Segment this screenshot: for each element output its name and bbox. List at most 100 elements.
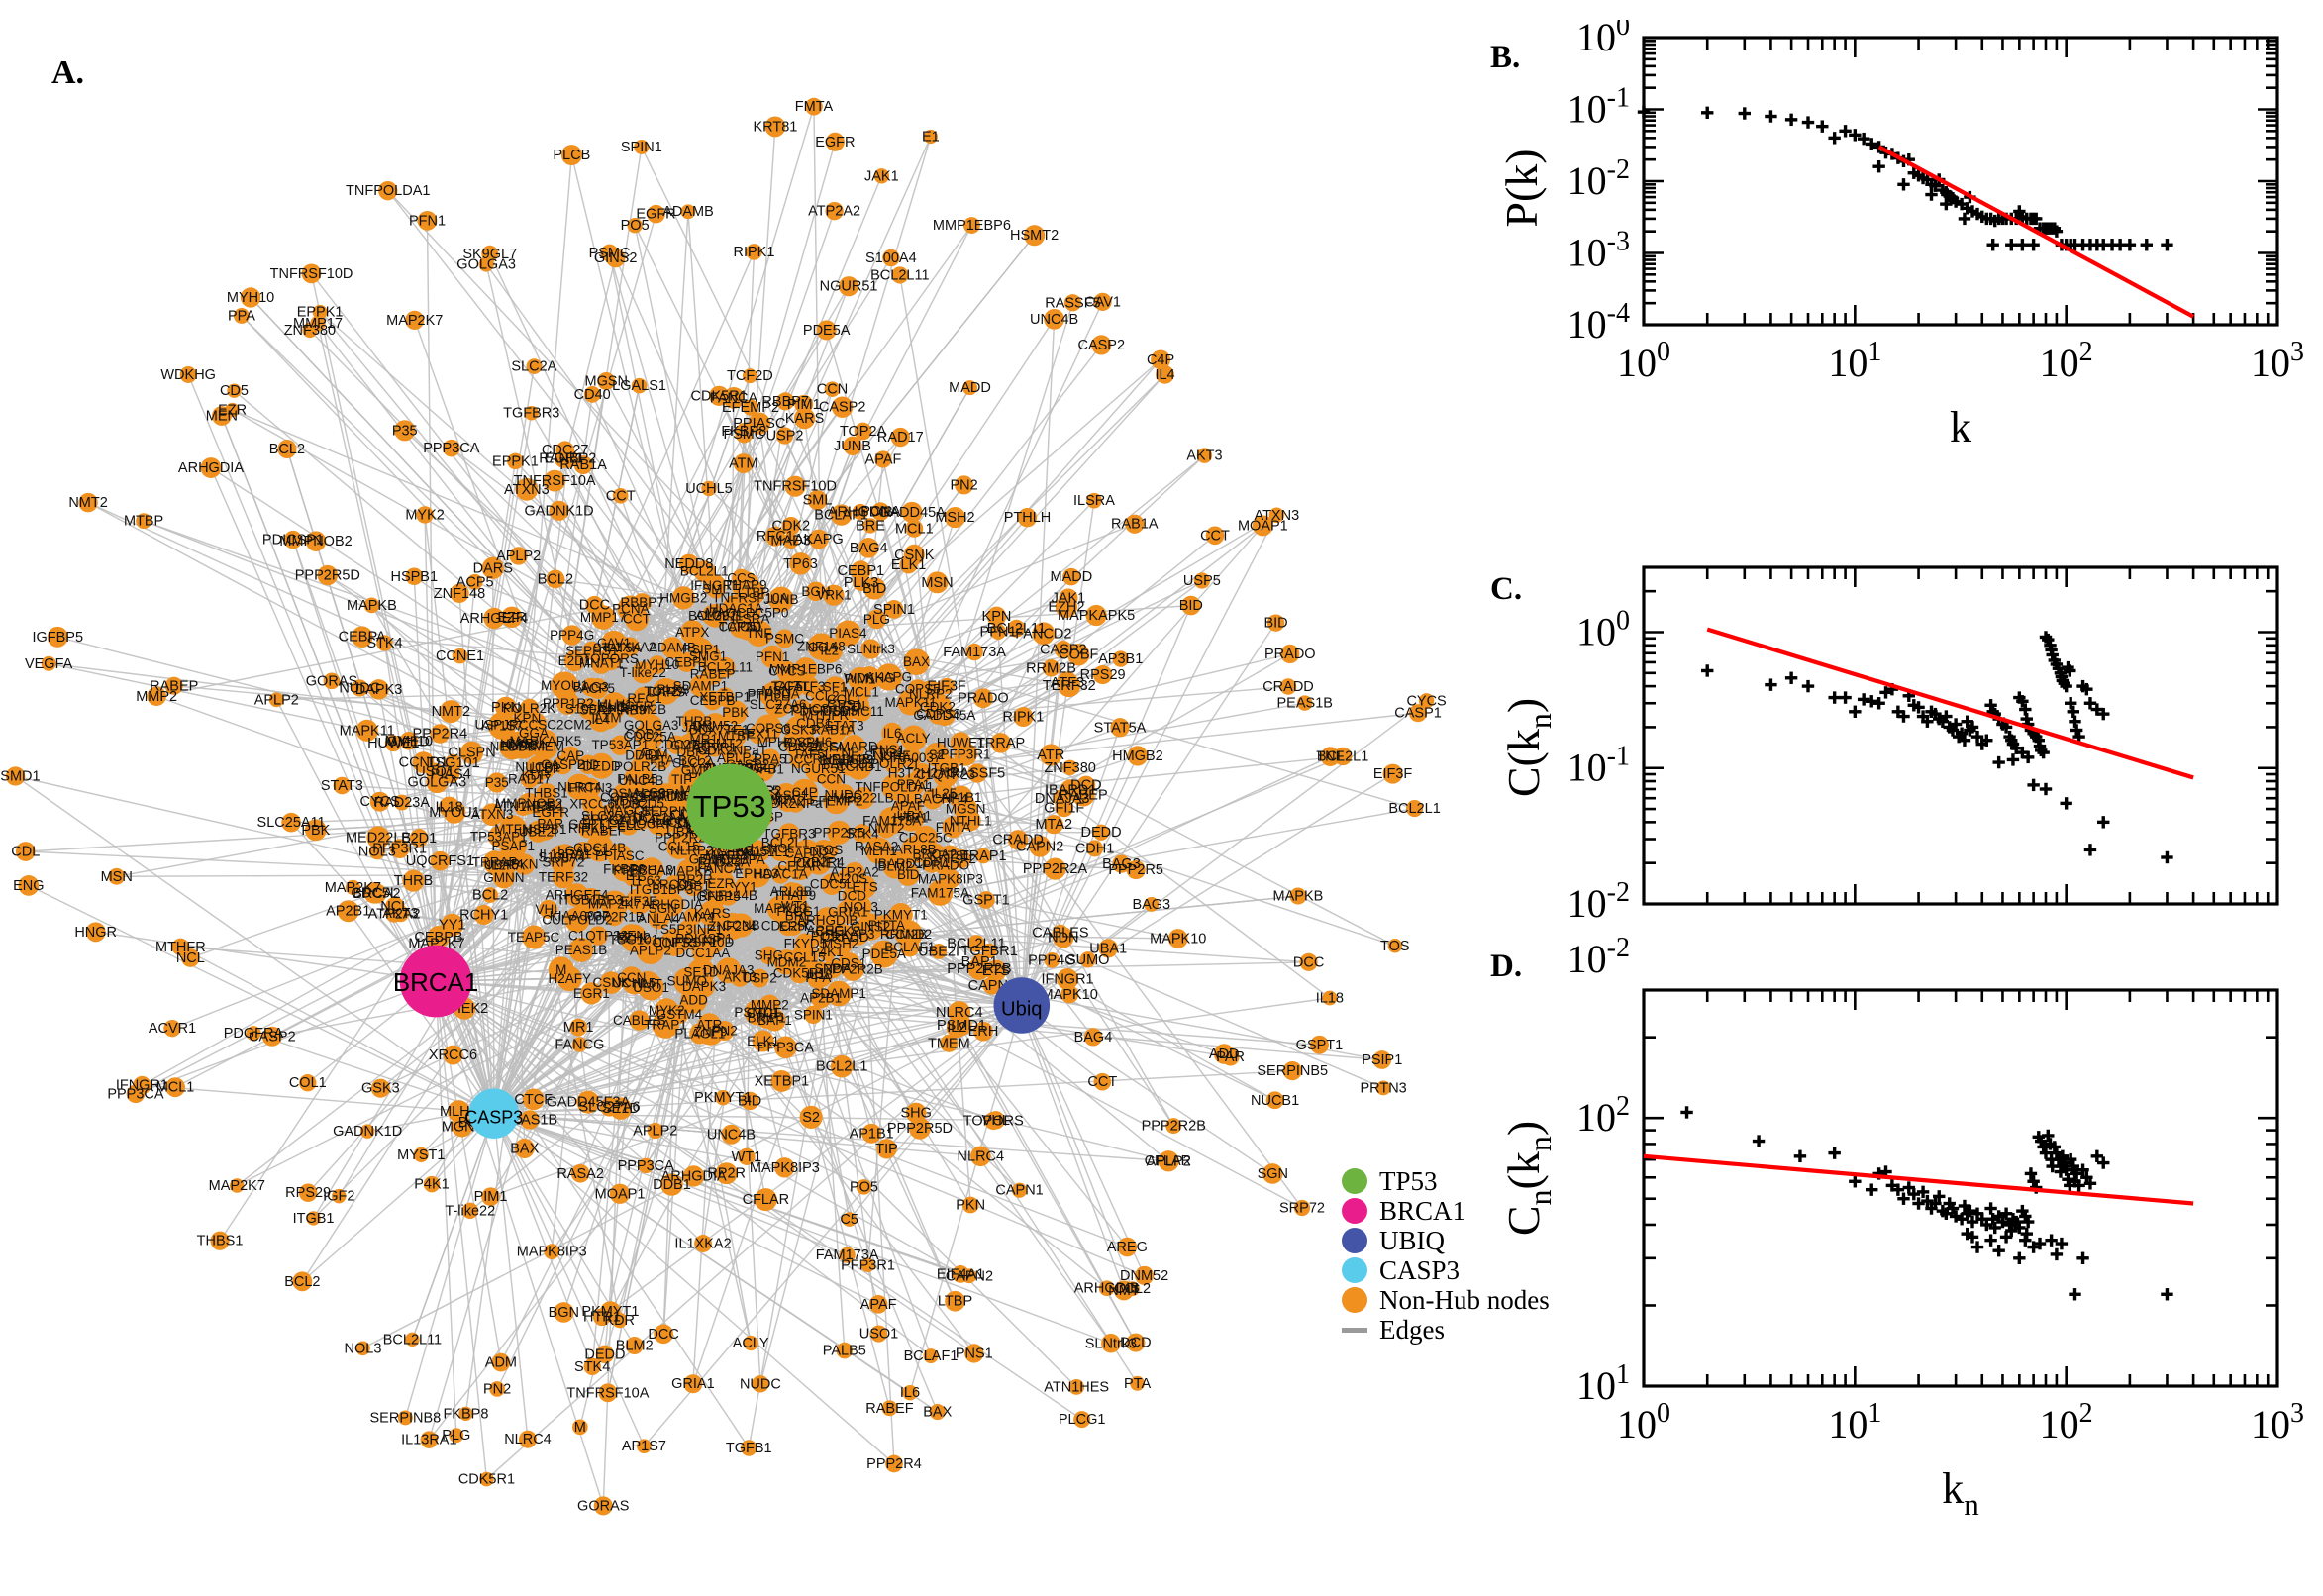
network-node-label: GSK3 [361,1081,400,1097]
network-node-label: DCD [1120,1336,1151,1351]
network-node-label: DCC [579,598,610,614]
network-node-label: CDH1 [914,855,951,870]
network-node-label: CEBPA [721,852,765,867]
network-node-label: PSMC [723,427,764,443]
network-node-label: PDICSP1 [262,533,324,549]
network-node-label: BCL2 [472,887,508,903]
network-node-label: AP3B1 [1098,651,1143,667]
network-node-label: STAT5A [593,641,642,655]
network-node-label: MGSN [946,801,986,816]
network-node-label: KAP3 [841,927,875,942]
network-node-label: IL2 [820,643,839,657]
network-node-label: MEN [206,408,238,424]
network-node-label: XETBP1 [699,690,751,705]
network-node-label: IL4 [591,712,610,727]
network-node-label: PALB5 [823,1344,866,1359]
network-node-label: HSPB1 [390,569,438,585]
network-node-label: CRADD [1262,679,1314,695]
network-node-label: ARL8B [894,843,937,857]
network-node-label: CTCF [747,1005,782,1020]
network-node-label: CDC25C [761,919,815,934]
network-node-label: MAPK10 [1042,987,1098,1003]
network-node-label: MAGOH [603,803,654,818]
legend-item-casp3: CASP3 [1342,1255,1540,1285]
network-node-label: PPP2R4 [793,855,845,870]
network-node-label: IL1XKA2 [674,1237,731,1252]
network-node-label: RAD23A [374,795,431,811]
network-node-label: LAMA4 [670,909,715,924]
network-node-label: MMP2 [136,689,177,705]
network-node-label: BCL2L11 [383,1332,442,1347]
tick-label: 10-2 [1567,933,1630,981]
network-node-label: ARHGEF4 [546,888,609,903]
network-node-label: MEN [616,928,646,943]
tick-label: 101 [1828,1398,1881,1446]
network-node-label: UNC4B [619,773,664,788]
network-node-label: RAB1A [559,457,607,473]
network-node-label: GMED [670,739,711,753]
network-node-label: GSTM4 [656,1007,703,1022]
network-node-label: MNAT1 [579,656,624,671]
network-node-label: PN2 [950,477,977,493]
network-node-label: RASA2 [556,1166,604,1182]
network-node-label: PPP3CA [747,687,799,702]
network-node-label: MR1 [689,732,718,747]
network-node-label: ACP5 [456,574,494,590]
network-node-label: ERH [779,919,808,934]
network-node-label: ATXN3 [504,482,550,498]
network-node-label: AP2B1 [326,904,370,920]
network-node-label: RPS29 [285,1185,331,1201]
network-node-label: SLC2A [511,359,556,375]
network-node-label: TNFRSF10D [754,479,837,495]
network-node-label: CASP2 [819,400,866,416]
legend-item-nonhub: Non-Hub nodes [1342,1285,1550,1315]
network-node-label: CCL2 [1114,1281,1151,1297]
network-node-label: NLRC4 [936,1005,983,1021]
network-node-label: GADD45A [878,505,946,521]
network-node-label: PLK3 [844,575,878,591]
tick-label: 103 [2251,1398,2304,1446]
network-node-label: SUMO [1066,952,1110,968]
network-node-label: PSMC [765,632,804,647]
network-node-label: IGFBP5 [32,630,83,646]
network-node-label: ELK1 [891,557,926,573]
network-node-label: CDPS3 [916,707,960,722]
network-node-label: H2AFY [548,971,591,986]
network-node-label: MYK2 [405,507,445,523]
network-node-label: CDB1 [796,716,832,731]
network-node-label: USPJRCCSC2CM2 [475,717,593,732]
network-node-label: SRP72 [1279,1200,1325,1216]
network-node-label: IGF2 [947,851,976,866]
network-node-label: CDC25A [623,730,675,745]
network-node-label: CYCS [1406,693,1446,709]
network-node-label: ADD [1209,1047,1240,1062]
network-node-label: SLC25A11 [257,815,326,831]
network-node-label: AKT3 [1186,449,1222,464]
network-node-label: ACLY [733,1336,769,1351]
network-node-label: SPIN1 [873,602,915,618]
network-node-label: PKMYT1 [694,1090,752,1106]
network-node-label: PEAS1B [556,943,608,957]
network-node-label: CAV1 [1084,294,1121,310]
network-node-label: PDE5A [803,323,851,339]
network-node-label: NLRC4 [557,779,602,794]
network-node-label: NUDC [740,1376,781,1392]
network-node-label: NMT [1108,1283,1140,1299]
network-node-label: CD40 [574,387,611,403]
network-node-label: APLP2 [633,1124,677,1140]
network-node-label: ZNF380 [284,323,336,339]
network-node-label: NDN [610,793,639,808]
network-node-label: UQCRFS1 [626,816,690,831]
network-node-label: CASP1 [1394,706,1442,722]
network-node-label: CCL2 [805,689,840,704]
network-node-label: PBK [301,823,330,839]
network-node-label: CEBPA [339,630,386,646]
network-node-label: CDL [11,845,40,860]
network-node-label: MAPK8IP3 [918,871,983,886]
tick-label: 102 [2040,1398,2093,1446]
network-node-label: TRRAP [472,855,518,870]
network-node-label: THRB [676,714,713,729]
network-node-label: ITGB1 [928,761,966,776]
network-node-label: AKT3 [382,906,418,922]
network-node-label: C5 [740,620,757,635]
